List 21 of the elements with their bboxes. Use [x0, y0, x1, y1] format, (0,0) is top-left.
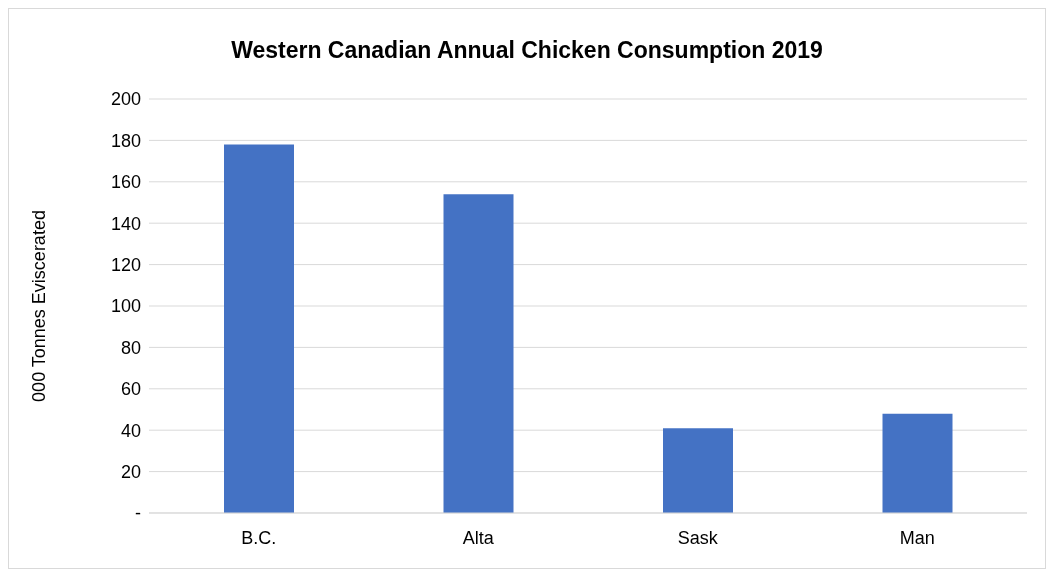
y-tick-label: 40: [120, 420, 141, 441]
bar: [882, 413, 953, 513]
x-tick-label: B.C.: [241, 527, 277, 548]
y-tick-label: 100: [110, 296, 141, 317]
bar: [663, 428, 733, 513]
x-tick-label: Alta: [462, 527, 495, 548]
y-axis-title: 000 Tonnes Eviscerated: [29, 210, 50, 402]
bar: [224, 144, 294, 513]
y-tick-label: 200: [110, 89, 141, 110]
y-tick-label: 60: [120, 379, 141, 400]
y-tick-label: 120: [110, 254, 141, 275]
y-tick-label: 160: [110, 172, 141, 193]
bar: [443, 194, 514, 513]
y-tick-label: -: [135, 503, 141, 524]
y-tick-label: 180: [110, 130, 141, 151]
chart-title: Western Canadian Annual Chicken Consumption 2019: [230, 37, 824, 64]
x-tick-label: Sask: [677, 527, 719, 548]
y-tick-label: 80: [120, 337, 141, 358]
y-tick-label: 140: [110, 213, 141, 234]
y-tick-label: 20: [120, 461, 141, 482]
x-tick-label: Man: [899, 527, 935, 548]
